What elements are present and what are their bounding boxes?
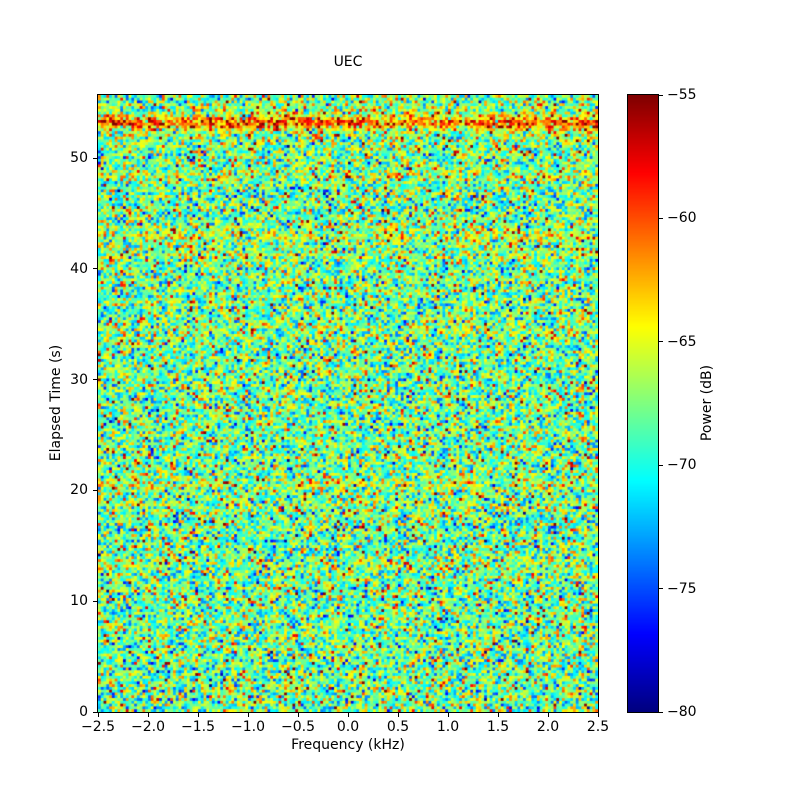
y-tick-label: 0	[79, 704, 88, 720]
y-tick-label: 40	[70, 260, 88, 277]
x-tick-label: 1.5	[486, 719, 510, 735]
x-tick-label: 2.5	[586, 719, 610, 735]
x-tick-mark	[347, 713, 349, 717]
colorbar-tick-label: −70	[667, 457, 697, 474]
x-tick-mark	[97, 713, 99, 717]
x-tick-mark	[397, 713, 399, 717]
x-tick-mark	[447, 713, 449, 717]
x-axis-label: Frequency (kHz)	[291, 737, 405, 753]
colorbar-tick-mark	[658, 217, 663, 219]
colorbar-tick-mark	[658, 464, 663, 466]
x-tick-label: −2.0	[131, 719, 165, 735]
y-tick-mark	[93, 489, 97, 491]
x-tick-mark	[247, 713, 249, 717]
spectrogram-heatmap	[98, 95, 598, 712]
y-tick-mark	[93, 711, 97, 713]
x-tick-label: −1.5	[181, 719, 215, 735]
x-tick-label: −1.0	[231, 719, 265, 735]
x-tick-label: −2.5	[81, 719, 115, 735]
colorbar-tick-mark	[658, 588, 663, 590]
x-tick-label: 0.0	[336, 719, 360, 735]
y-tick-label: 50	[70, 150, 88, 167]
colorbar-tick-label: −65	[667, 333, 697, 350]
x-tick-label: 2.0	[536, 719, 560, 735]
x-tick-label: −0.5	[281, 719, 315, 735]
y-tick-label: 20	[70, 482, 88, 499]
x-tick-mark	[147, 713, 149, 717]
x-tick-label: 0.5	[386, 719, 410, 735]
colorbar-tick-label: −55	[667, 87, 697, 103]
y-tick-mark	[93, 379, 97, 381]
colorbar	[628, 95, 658, 712]
y-tick-label: 10	[70, 593, 88, 610]
y-tick-mark	[93, 268, 97, 270]
chart-title: UEC	[333, 54, 363, 70]
x-tick-label: 1.0	[436, 719, 460, 735]
colorbar-tick-mark	[658, 711, 663, 713]
colorbar-tick-label: −60	[667, 210, 697, 227]
colorbar-tick-label: −80	[667, 704, 697, 720]
y-tick-label: 30	[70, 371, 88, 388]
x-tick-mark	[297, 713, 299, 717]
colorbar-tick-mark	[658, 94, 663, 96]
x-tick-mark	[197, 713, 199, 717]
y-tick-mark	[93, 600, 97, 602]
x-tick-mark	[597, 713, 599, 717]
colorbar-tick-label: −75	[667, 580, 697, 597]
colorbar-label: Power (dB)	[699, 364, 715, 442]
colorbar-tick-mark	[658, 341, 663, 343]
x-tick-mark	[547, 713, 549, 717]
y-tick-mark	[93, 157, 97, 159]
x-tick-mark	[497, 713, 499, 717]
y-axis-label: Elapsed Time (s)	[48, 344, 64, 462]
